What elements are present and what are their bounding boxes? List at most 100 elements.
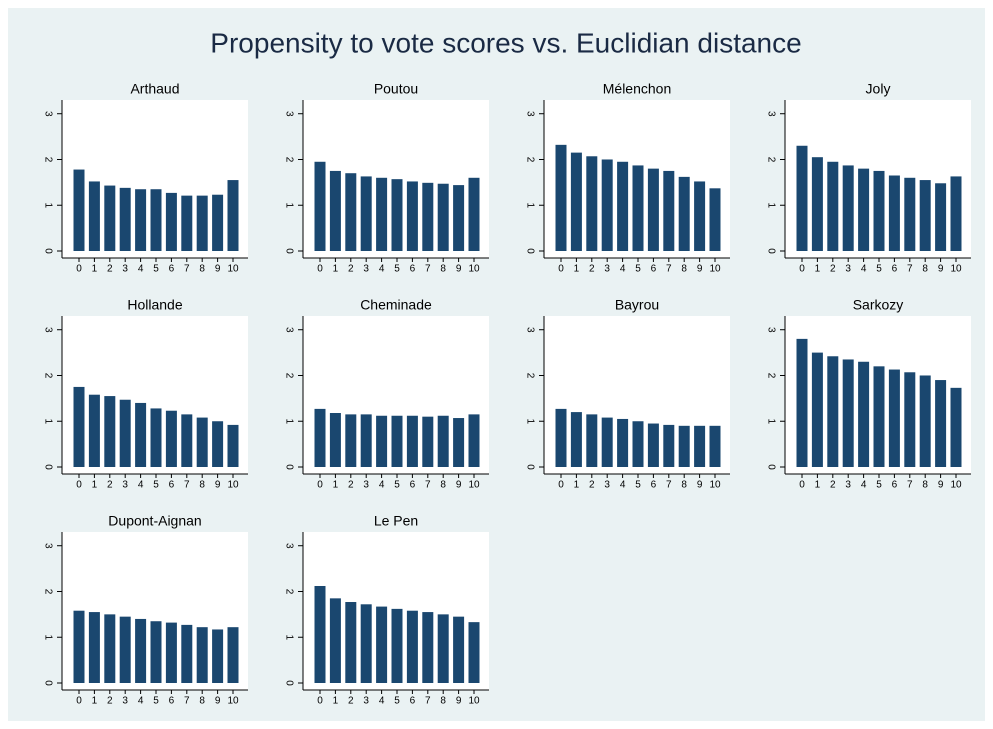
- y-tick-label: 0: [283, 464, 294, 470]
- bar: [119, 187, 131, 251]
- x-tick-label: 1: [815, 480, 821, 491]
- x-tick-label: 4: [861, 480, 867, 491]
- y-tick-label: 1: [524, 418, 535, 424]
- x-tick-label: 6: [892, 480, 898, 491]
- bar: [360, 176, 372, 251]
- bar: [165, 410, 177, 467]
- bar: [601, 417, 613, 467]
- x-tick-label: 10: [950, 264, 962, 275]
- bar: [314, 408, 326, 467]
- x-tick-label: 3: [845, 480, 851, 491]
- y-tick-label: 1: [283, 202, 294, 208]
- bar: [119, 616, 131, 683]
- x-tick-label: 2: [589, 480, 595, 491]
- x-tick-label: 10: [709, 480, 721, 491]
- x-tick-label: 2: [589, 264, 595, 275]
- x-tick-label: 3: [122, 480, 128, 491]
- y-tick-label: 1: [765, 202, 776, 208]
- bar: [345, 173, 357, 251]
- bar: [663, 424, 675, 467]
- x-tick-label: 10: [227, 264, 239, 275]
- bar: [406, 181, 418, 251]
- x-tick-label: 1: [574, 264, 580, 275]
- panel-title: Hollande: [127, 297, 182, 313]
- bar: [647, 423, 659, 467]
- bar: [165, 192, 177, 251]
- bar: [329, 413, 341, 467]
- bar: [811, 352, 823, 467]
- bar: [827, 356, 839, 467]
- x-tick-label: 1: [815, 264, 821, 275]
- x-tick-label: 7: [184, 480, 190, 491]
- bar: [888, 175, 900, 251]
- x-tick-label: 8: [440, 696, 446, 707]
- x-tick-label: 10: [227, 480, 239, 491]
- bar: [617, 161, 629, 251]
- bar: [181, 195, 193, 251]
- x-tick-label: 8: [440, 480, 446, 491]
- x-tick-label: 5: [635, 264, 641, 275]
- x-tick-label: 8: [440, 264, 446, 275]
- x-tick-label: 5: [635, 480, 641, 491]
- y-tick-label: 2: [283, 373, 294, 379]
- bar: [150, 189, 162, 251]
- bar: [165, 622, 177, 683]
- x-tick-label: 0: [76, 696, 82, 707]
- bar: [904, 372, 916, 467]
- y-tick-label: 0: [283, 680, 294, 686]
- panel-title: Dupont-Aignan: [108, 513, 201, 529]
- bar: [314, 161, 326, 251]
- x-tick-label: 1: [92, 264, 98, 275]
- x-tick-label: 9: [215, 480, 221, 491]
- panel-title: Joly: [866, 81, 891, 97]
- bar: [842, 165, 854, 251]
- bar: [88, 612, 100, 683]
- bar: [586, 156, 598, 251]
- bar: [709, 188, 721, 251]
- bar: [181, 414, 193, 467]
- y-tick-label: 0: [524, 464, 535, 470]
- x-tick-label: 9: [938, 264, 944, 275]
- x-tick-label: 5: [876, 264, 882, 275]
- x-tick-label: 7: [666, 264, 672, 275]
- x-tick-label: 4: [138, 264, 144, 275]
- panel-title: Poutou: [374, 81, 418, 97]
- bar: [570, 152, 582, 251]
- y-tick-label: 0: [765, 464, 776, 470]
- panel-title: Mélenchon: [603, 81, 672, 97]
- y-tick-label: 2: [524, 157, 535, 163]
- x-tick-label: 6: [410, 696, 416, 707]
- x-tick-label: 9: [215, 264, 221, 275]
- bar: [376, 415, 388, 467]
- y-tick-label: 1: [42, 202, 53, 208]
- bar: [196, 195, 208, 251]
- x-tick-label: 3: [363, 264, 369, 275]
- x-tick-label: 3: [122, 264, 128, 275]
- bar: [453, 418, 465, 467]
- x-tick-label: 5: [394, 480, 400, 491]
- x-tick-label: 3: [604, 480, 610, 491]
- x-tick-label: 9: [215, 696, 221, 707]
- x-tick-label: 9: [456, 696, 462, 707]
- x-tick-label: 5: [153, 264, 159, 275]
- y-tick-label: 2: [42, 589, 53, 595]
- bar: [437, 614, 449, 683]
- bar: [811, 157, 823, 251]
- bar: [694, 425, 706, 467]
- y-tick-label: 0: [283, 248, 294, 254]
- bar: [935, 380, 947, 467]
- x-tick-label: 8: [681, 480, 687, 491]
- bar: [694, 181, 706, 251]
- x-tick-label: 3: [604, 264, 610, 275]
- bar: [422, 182, 434, 251]
- x-tick-label: 7: [907, 480, 913, 491]
- bar: [227, 627, 239, 683]
- y-tick-label: 3: [524, 327, 535, 333]
- bar: [919, 180, 931, 251]
- y-tick-label: 0: [524, 248, 535, 254]
- bar: [555, 144, 567, 251]
- x-tick-label: 6: [410, 264, 416, 275]
- x-tick-label: 7: [425, 696, 431, 707]
- bar: [632, 421, 644, 467]
